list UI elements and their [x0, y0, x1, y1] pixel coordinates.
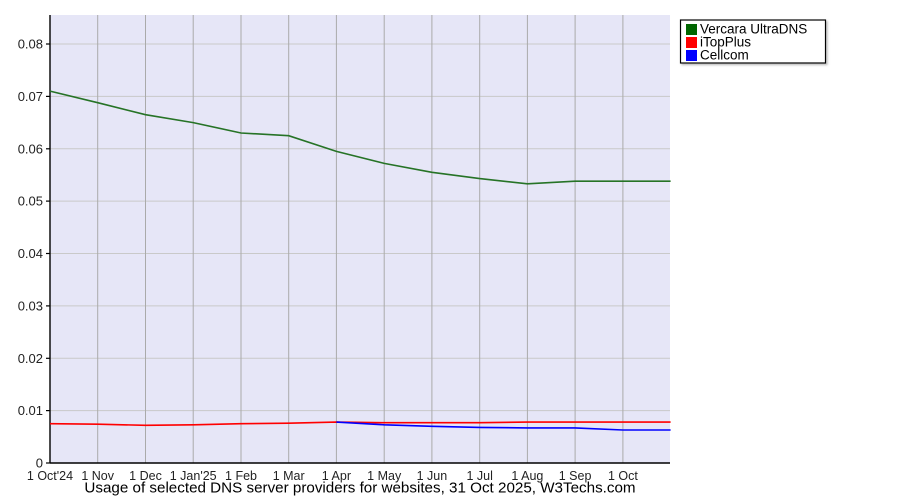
svg-text:0.05: 0.05 [18, 194, 43, 209]
svg-text:0.02: 0.02 [18, 351, 43, 366]
svg-text:0.03: 0.03 [18, 298, 43, 313]
svg-text:0.04: 0.04 [18, 246, 43, 261]
svg-text:0.07: 0.07 [18, 89, 43, 104]
svg-text:Cellcom: Cellcom [700, 48, 749, 63]
svg-text:0.08: 0.08 [18, 37, 43, 52]
svg-text:Usage of selected DNS server p: Usage of selected DNS server providers f… [84, 480, 635, 497]
svg-text:0.01: 0.01 [18, 403, 43, 418]
svg-text:0.06: 0.06 [18, 141, 43, 156]
svg-text:1 Oct'24: 1 Oct'24 [27, 469, 73, 483]
